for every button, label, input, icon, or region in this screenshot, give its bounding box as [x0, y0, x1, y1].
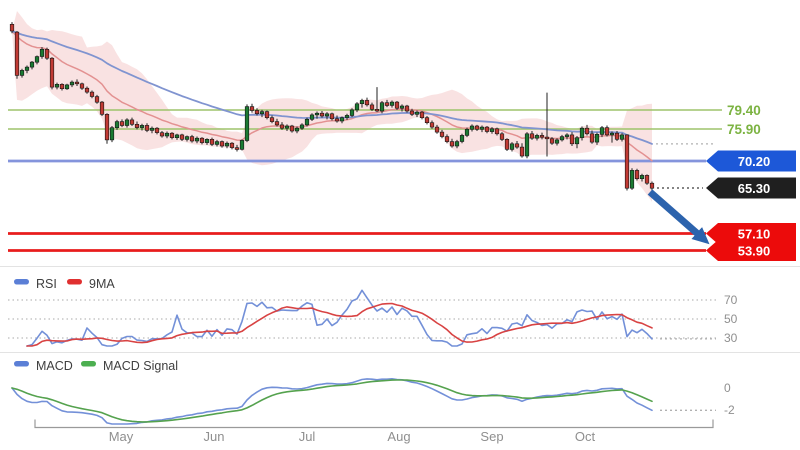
rsi-lines [26, 289, 716, 347]
macd-lines [11, 377, 716, 425]
macd-signal-legend-label: MACD Signal [103, 359, 178, 373]
macd-tick-minus2: -2 [724, 403, 735, 417]
rsi-legend-label: RSI [36, 277, 57, 291]
price-tag-65-30 [706, 177, 796, 199]
rsi-ma-legend-swatch [67, 279, 82, 285]
tag-label-70-20: 70.20 [738, 154, 771, 169]
rsi-tick-30: 30 [724, 331, 738, 345]
price-tag-57-10 [706, 223, 796, 244]
bollinger-band [12, 11, 652, 202]
tag-label-65-30: 65.30 [738, 181, 771, 196]
breakdown-arrow [647, 189, 710, 245]
price-tag-70-20 [706, 150, 796, 172]
rsi-legend-swatch [14, 279, 29, 285]
x-label-may: May [109, 429, 134, 444]
price-tag-53-90 [706, 240, 796, 261]
rsi-ma-legend-label: 9MA [89, 277, 115, 291]
x-label-oct: Oct [575, 429, 596, 444]
rsi-tick-70: 70 [724, 293, 738, 307]
x-axis-bracket [34, 419, 714, 429]
rsi-tick-50: 50 [724, 312, 738, 326]
level-label-75-90: 75.90 [727, 122, 761, 137]
macd-signal-legend-swatch [81, 361, 96, 367]
tag-label-53-90: 53.90 [738, 244, 771, 259]
tag-label-57-10: 57.10 [738, 227, 771, 242]
macd-tick-0: 0 [724, 381, 731, 395]
x-label-sep: Sep [480, 429, 503, 444]
candlestick-layer [9, 22, 655, 194]
last-value-dotted-leaders [656, 143, 716, 189]
x-label-jul: Jul [299, 429, 316, 444]
level-label-79-40: 79.40 [727, 103, 761, 118]
x-label-jun: Jun [204, 429, 225, 444]
macd-legend-swatch [14, 361, 29, 367]
macd-legend-label: MACD [36, 359, 73, 373]
x-label-aug: Aug [387, 429, 410, 444]
